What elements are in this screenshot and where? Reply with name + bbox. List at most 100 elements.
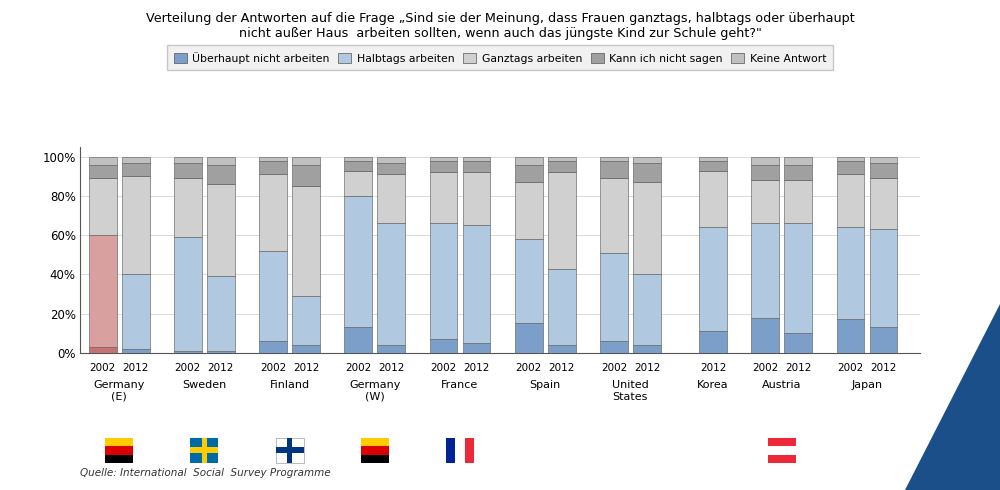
- Bar: [548, 157, 576, 161]
- Bar: [699, 331, 727, 353]
- Bar: [870, 178, 897, 229]
- Bar: [430, 157, 457, 161]
- Bar: [292, 345, 320, 353]
- Text: 2002: 2002: [837, 363, 864, 372]
- Bar: [430, 223, 457, 339]
- Bar: [515, 323, 543, 353]
- Text: 2012: 2012: [293, 363, 319, 372]
- Bar: [784, 165, 812, 180]
- Bar: [837, 174, 864, 227]
- Bar: [174, 237, 202, 351]
- Bar: [600, 341, 628, 353]
- Bar: [870, 229, 897, 327]
- Bar: [837, 227, 864, 319]
- Bar: [207, 184, 235, 276]
- Bar: [548, 161, 576, 172]
- Bar: [548, 269, 576, 345]
- Bar: [600, 157, 628, 161]
- Text: 2002: 2002: [89, 363, 116, 372]
- Bar: [122, 274, 150, 349]
- Bar: [870, 163, 897, 178]
- Text: nicht außer Haus  arbeiten sollten, wenn auch das jüngste Kind zur Schule geht?": nicht außer Haus arbeiten sollten, wenn …: [239, 27, 761, 40]
- Bar: [430, 161, 457, 172]
- Bar: [259, 161, 287, 174]
- Bar: [515, 182, 543, 239]
- Bar: [751, 223, 779, 318]
- Text: Austria: Austria: [762, 380, 801, 390]
- Bar: [699, 157, 727, 161]
- Bar: [870, 157, 897, 163]
- Bar: [122, 349, 150, 353]
- Bar: [463, 225, 490, 343]
- Text: United
States: United States: [612, 380, 649, 402]
- Text: Korea: Korea: [697, 380, 729, 390]
- Bar: [259, 157, 287, 161]
- Text: France: France: [441, 380, 479, 390]
- Bar: [344, 161, 372, 171]
- Bar: [633, 274, 661, 345]
- Bar: [89, 157, 117, 165]
- Bar: [784, 333, 812, 353]
- Bar: [600, 253, 628, 341]
- Bar: [633, 345, 661, 353]
- Bar: [463, 343, 490, 353]
- Text: 2012: 2012: [700, 363, 726, 372]
- Bar: [870, 327, 897, 353]
- Bar: [600, 178, 628, 253]
- Text: Finland: Finland: [270, 380, 310, 390]
- Bar: [784, 157, 812, 165]
- Bar: [784, 223, 812, 333]
- Bar: [377, 345, 405, 353]
- Legend: Überhaupt nicht arbeiten, Halbtags arbeiten, Ganztags arbeiten, Kann ich nicht s: Überhaupt nicht arbeiten, Halbtags arbei…: [167, 46, 833, 70]
- Bar: [463, 172, 490, 225]
- Bar: [751, 318, 779, 353]
- Bar: [122, 163, 150, 176]
- Bar: [292, 157, 320, 165]
- Bar: [259, 251, 287, 341]
- Bar: [377, 174, 405, 223]
- Bar: [89, 165, 117, 178]
- Bar: [174, 178, 202, 237]
- Bar: [377, 157, 405, 163]
- Bar: [344, 196, 372, 327]
- Bar: [207, 276, 235, 351]
- Bar: [430, 172, 457, 223]
- Text: 2002: 2002: [601, 363, 627, 372]
- Bar: [463, 161, 490, 172]
- Bar: [259, 174, 287, 251]
- Bar: [377, 223, 405, 345]
- Text: Germany
(W): Germany (W): [349, 380, 400, 402]
- Bar: [548, 345, 576, 353]
- Bar: [344, 157, 372, 161]
- Bar: [344, 171, 372, 196]
- Bar: [89, 235, 117, 347]
- Bar: [174, 157, 202, 163]
- Text: 2002: 2002: [175, 363, 201, 372]
- Text: 2012: 2012: [122, 363, 149, 372]
- Bar: [699, 161, 727, 171]
- Bar: [837, 161, 864, 174]
- Bar: [207, 165, 235, 184]
- Text: Quelle: International  Social  Survey Programme: Quelle: International Social Survey Prog…: [80, 468, 331, 478]
- Text: 2012: 2012: [549, 363, 575, 372]
- Text: 2012: 2012: [634, 363, 660, 372]
- Bar: [463, 157, 490, 161]
- Bar: [89, 178, 117, 235]
- Bar: [122, 176, 150, 274]
- Bar: [292, 186, 320, 296]
- Bar: [377, 163, 405, 174]
- Bar: [122, 157, 150, 163]
- Text: 2012: 2012: [785, 363, 811, 372]
- Bar: [515, 165, 543, 182]
- Text: 2012: 2012: [870, 363, 897, 372]
- Text: Japan: Japan: [851, 380, 883, 390]
- Bar: [207, 351, 235, 353]
- Bar: [292, 165, 320, 186]
- Text: Verteilung der Antworten auf die Frage „Sind sie der Meinung, dass Frauen ganzta: Verteilung der Antworten auf die Frage „…: [146, 12, 854, 25]
- Bar: [515, 239, 543, 323]
- Text: Spain: Spain: [530, 380, 561, 390]
- Bar: [174, 351, 202, 353]
- Bar: [837, 157, 864, 161]
- Text: Germany
(E): Germany (E): [93, 380, 145, 402]
- Bar: [633, 157, 661, 163]
